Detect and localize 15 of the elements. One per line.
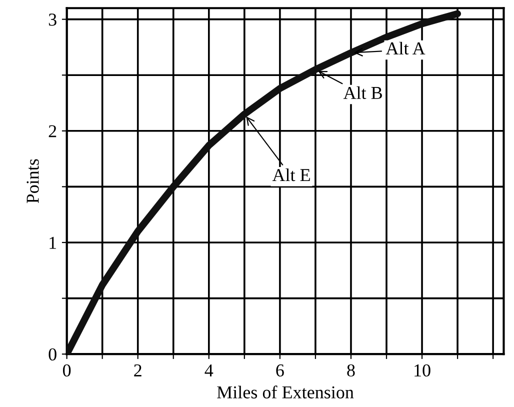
x-axis-title: Miles of Extension xyxy=(217,386,354,398)
y-tick-label: 0 xyxy=(48,348,56,361)
x-tick-label: 8 xyxy=(347,364,355,377)
y-tick-label: 3 xyxy=(48,14,56,26)
annotation: Alt B xyxy=(343,86,382,100)
y-axis-title: Points xyxy=(26,159,39,204)
x-tick-label: 10 xyxy=(414,364,430,377)
x-tick-label: 4 xyxy=(204,364,214,376)
annotation: Alt A xyxy=(386,42,426,55)
y-tick-label: 1 xyxy=(50,236,56,249)
y-tick-label: 2 xyxy=(48,125,56,138)
x-tick-label: 6 xyxy=(276,364,284,377)
x-tick-label: 0 xyxy=(62,364,71,377)
x-tick-label: 2 xyxy=(134,364,142,376)
annotation: Alt E xyxy=(272,168,310,182)
